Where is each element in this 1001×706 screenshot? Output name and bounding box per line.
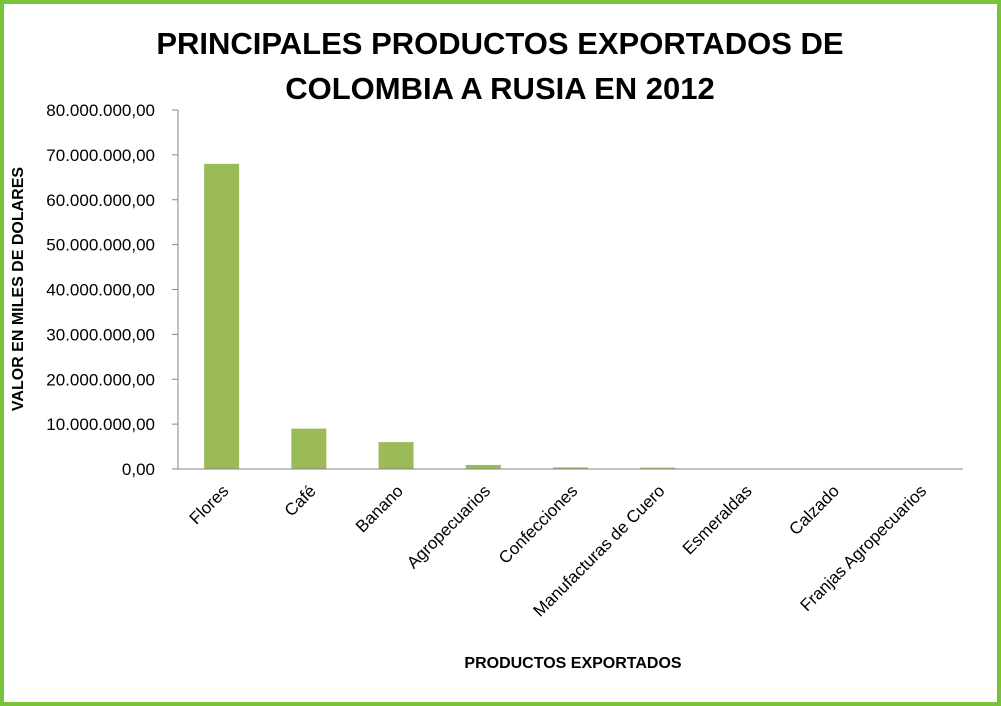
bar-flores: [204, 163, 240, 469]
y-tick-label: 70.000.000,00: [46, 146, 155, 165]
y-tick-label: 0,00: [122, 460, 155, 479]
x-category-label: Café: [281, 481, 320, 520]
chart-title-line-1: PRINCIPALES PRODUCTOS EXPORTADOS DE: [156, 26, 843, 61]
bar-confecciones: [553, 467, 588, 469]
x-category-label: Agropecuarios: [403, 481, 494, 572]
y-axis-title: VALOR EN MILES DE DOLARES: [10, 167, 27, 411]
x-category-label: Banano: [352, 481, 407, 536]
y-tick-label: 10.000.000,00: [46, 415, 155, 434]
x-category-label: Confecciones: [495, 481, 581, 567]
y-tick-label: 60.000.000,00: [46, 191, 155, 210]
bar-banano: [378, 442, 414, 469]
bar-agropecuarios: [465, 464, 501, 469]
chart-title-line-2: COLOMBIA A RUSIA EN 2012: [285, 71, 714, 106]
y-axis-ticks: 0,00 10.000.000,00 20.000.000,00 30.000.000…: [46, 101, 178, 479]
x-category-label: Esmeraldas: [679, 481, 756, 558]
y-tick-label: 20.000.000,00: [46, 370, 155, 389]
bar-manufacturas-de-cuero: [640, 467, 676, 469]
y-tick-label: 50.000.000,00: [46, 236, 155, 255]
bar-caf-: [291, 428, 327, 469]
y-tick-label: 30.000.000,00: [46, 325, 155, 344]
x-category-label: Flores: [186, 481, 233, 528]
y-tick-label: 40.000.000,00: [46, 281, 155, 300]
bars: [204, 163, 937, 469]
x-axis-title: PRODUCTOS EXPORTADOS: [464, 655, 682, 672]
y-tick-label: 80.000.000,00: [46, 101, 155, 120]
x-category-label: Calzado: [785, 481, 843, 539]
